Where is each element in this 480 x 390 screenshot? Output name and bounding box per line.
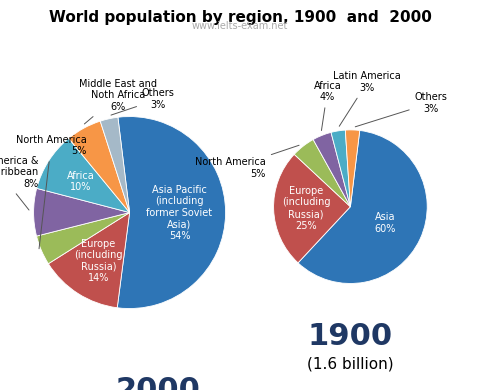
Text: www.ielts-exam.net: www.ielts-exam.net [192,21,288,32]
Text: Others
3%: Others 3% [355,92,447,127]
Text: Europe
(including
Russia)
25%: Europe (including Russia) 25% [282,186,330,230]
Text: Asia Pacific
(including
former Soviet
Asia)
54%: Asia Pacific (including former Soviet As… [146,184,213,241]
Wedge shape [48,213,130,308]
Text: Asia
60%: Asia 60% [374,212,396,234]
Text: Middle East and
Noth Africa
6%: Middle East and Noth Africa 6% [79,79,157,124]
Text: Africa
4%: Africa 4% [313,81,341,131]
Wedge shape [34,188,130,236]
Wedge shape [36,138,130,213]
Text: (1.6 billion): (1.6 billion) [307,356,394,371]
Text: Others
3%: Others 3% [111,89,175,115]
Wedge shape [36,213,130,264]
Text: Latin America &
Caribbean
8%: Latin America & Caribbean 8% [0,156,38,210]
Wedge shape [345,130,360,207]
Text: 2000: 2000 [116,376,201,390]
Wedge shape [274,154,350,263]
Wedge shape [294,140,350,207]
Text: North America
5%: North America 5% [195,145,299,179]
Wedge shape [298,131,427,284]
Wedge shape [331,130,350,207]
Text: North America
5%: North America 5% [16,135,86,249]
Text: World population by region, 1900  and  2000: World population by region, 1900 and 200… [48,10,432,25]
Wedge shape [69,121,130,213]
Wedge shape [100,117,130,213]
Wedge shape [313,132,350,207]
Text: Europe
(including
Russia)
14%: Europe (including Russia) 14% [74,239,123,284]
Wedge shape [117,117,226,308]
Text: 1900: 1900 [308,322,393,351]
Text: Latin America
3%: Latin America 3% [334,71,401,126]
Text: Africa
10%: Africa 10% [67,171,95,192]
